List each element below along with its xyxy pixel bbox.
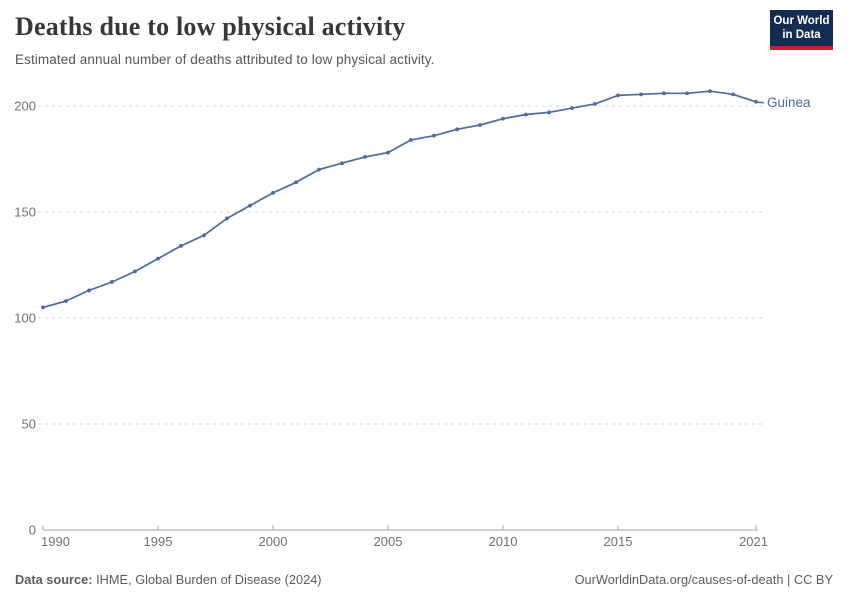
data-source-label: Data source: bbox=[15, 572, 93, 587]
citation-link[interactable]: OurWorldinData.org/causes-of-death | CC … bbox=[574, 572, 833, 587]
data-point bbox=[340, 161, 344, 166]
y-axis-tick-label: 0 bbox=[29, 523, 36, 538]
data-source: Data source: IHME, Global Burden of Dise… bbox=[15, 572, 322, 587]
data-point bbox=[685, 91, 689, 96]
data-point bbox=[478, 123, 482, 127]
data-point bbox=[616, 93, 620, 98]
x-axis-tick-label: 2000 bbox=[259, 534, 288, 549]
data-point bbox=[593, 101, 597, 106]
x-axis-tick-label: 1995 bbox=[144, 534, 173, 549]
data-point bbox=[179, 244, 183, 248]
data-point bbox=[547, 110, 551, 115]
y-axis-tick-label: 100 bbox=[14, 311, 36, 326]
data-line bbox=[42, 90, 757, 309]
data-point bbox=[133, 269, 137, 274]
data-point bbox=[731, 92, 735, 97]
owid-logo: Our World in Data bbox=[770, 10, 833, 50]
x-axis-tick-label: 2005 bbox=[374, 534, 403, 549]
data-point bbox=[708, 89, 712, 94]
logo-line-2: in Data bbox=[782, 29, 821, 41]
y-axis-tick-label: 150 bbox=[14, 205, 36, 220]
data-point bbox=[317, 167, 321, 172]
data-point bbox=[87, 288, 91, 293]
page-title: Deaths due to low physical activity bbox=[15, 12, 406, 41]
data-point bbox=[754, 99, 758, 104]
data-point bbox=[409, 138, 413, 142]
data-point bbox=[363, 154, 367, 159]
data-point bbox=[432, 133, 436, 138]
y-axis-tick-label: 200 bbox=[14, 99, 36, 114]
data-point bbox=[202, 233, 206, 238]
data-point bbox=[455, 127, 459, 132]
logo-line-1: Our World bbox=[773, 14, 830, 27]
entity-label: Guinea bbox=[767, 95, 811, 110]
x-axis-tick-label: 1990 bbox=[41, 534, 70, 549]
data-point bbox=[501, 116, 505, 121]
x-axis-tick-label: 2021 bbox=[739, 534, 768, 549]
data-point bbox=[64, 299, 68, 303]
chart-subtitle: Estimated annual number of deaths attrib… bbox=[15, 52, 435, 67]
line-chart: 0 50 100 150 200 1990 1995 2000 2005 2010 2015 2021… bbox=[14, 89, 811, 549]
data-point bbox=[248, 203, 252, 208]
data-point bbox=[294, 180, 298, 185]
data-point bbox=[110, 280, 114, 284]
chart-footer: Data source: IHME, Global Burden of Dise… bbox=[15, 572, 833, 587]
data-point bbox=[41, 305, 45, 310]
x-axis-tick-label: 2010 bbox=[489, 534, 518, 549]
data-point bbox=[524, 112, 528, 117]
data-point bbox=[156, 256, 160, 261]
data-point bbox=[225, 216, 229, 221]
data-point bbox=[570, 106, 574, 111]
data-point bbox=[639, 92, 643, 97]
data-source-value: IHME, Global Burden of Disease (2024) bbox=[96, 572, 322, 587]
data-point bbox=[271, 191, 275, 195]
x-axis-tick-label: 2015 bbox=[604, 534, 633, 549]
data-point bbox=[662, 91, 666, 96]
y-axis-tick-label: 50 bbox=[22, 417, 36, 432]
data-point bbox=[386, 150, 390, 155]
